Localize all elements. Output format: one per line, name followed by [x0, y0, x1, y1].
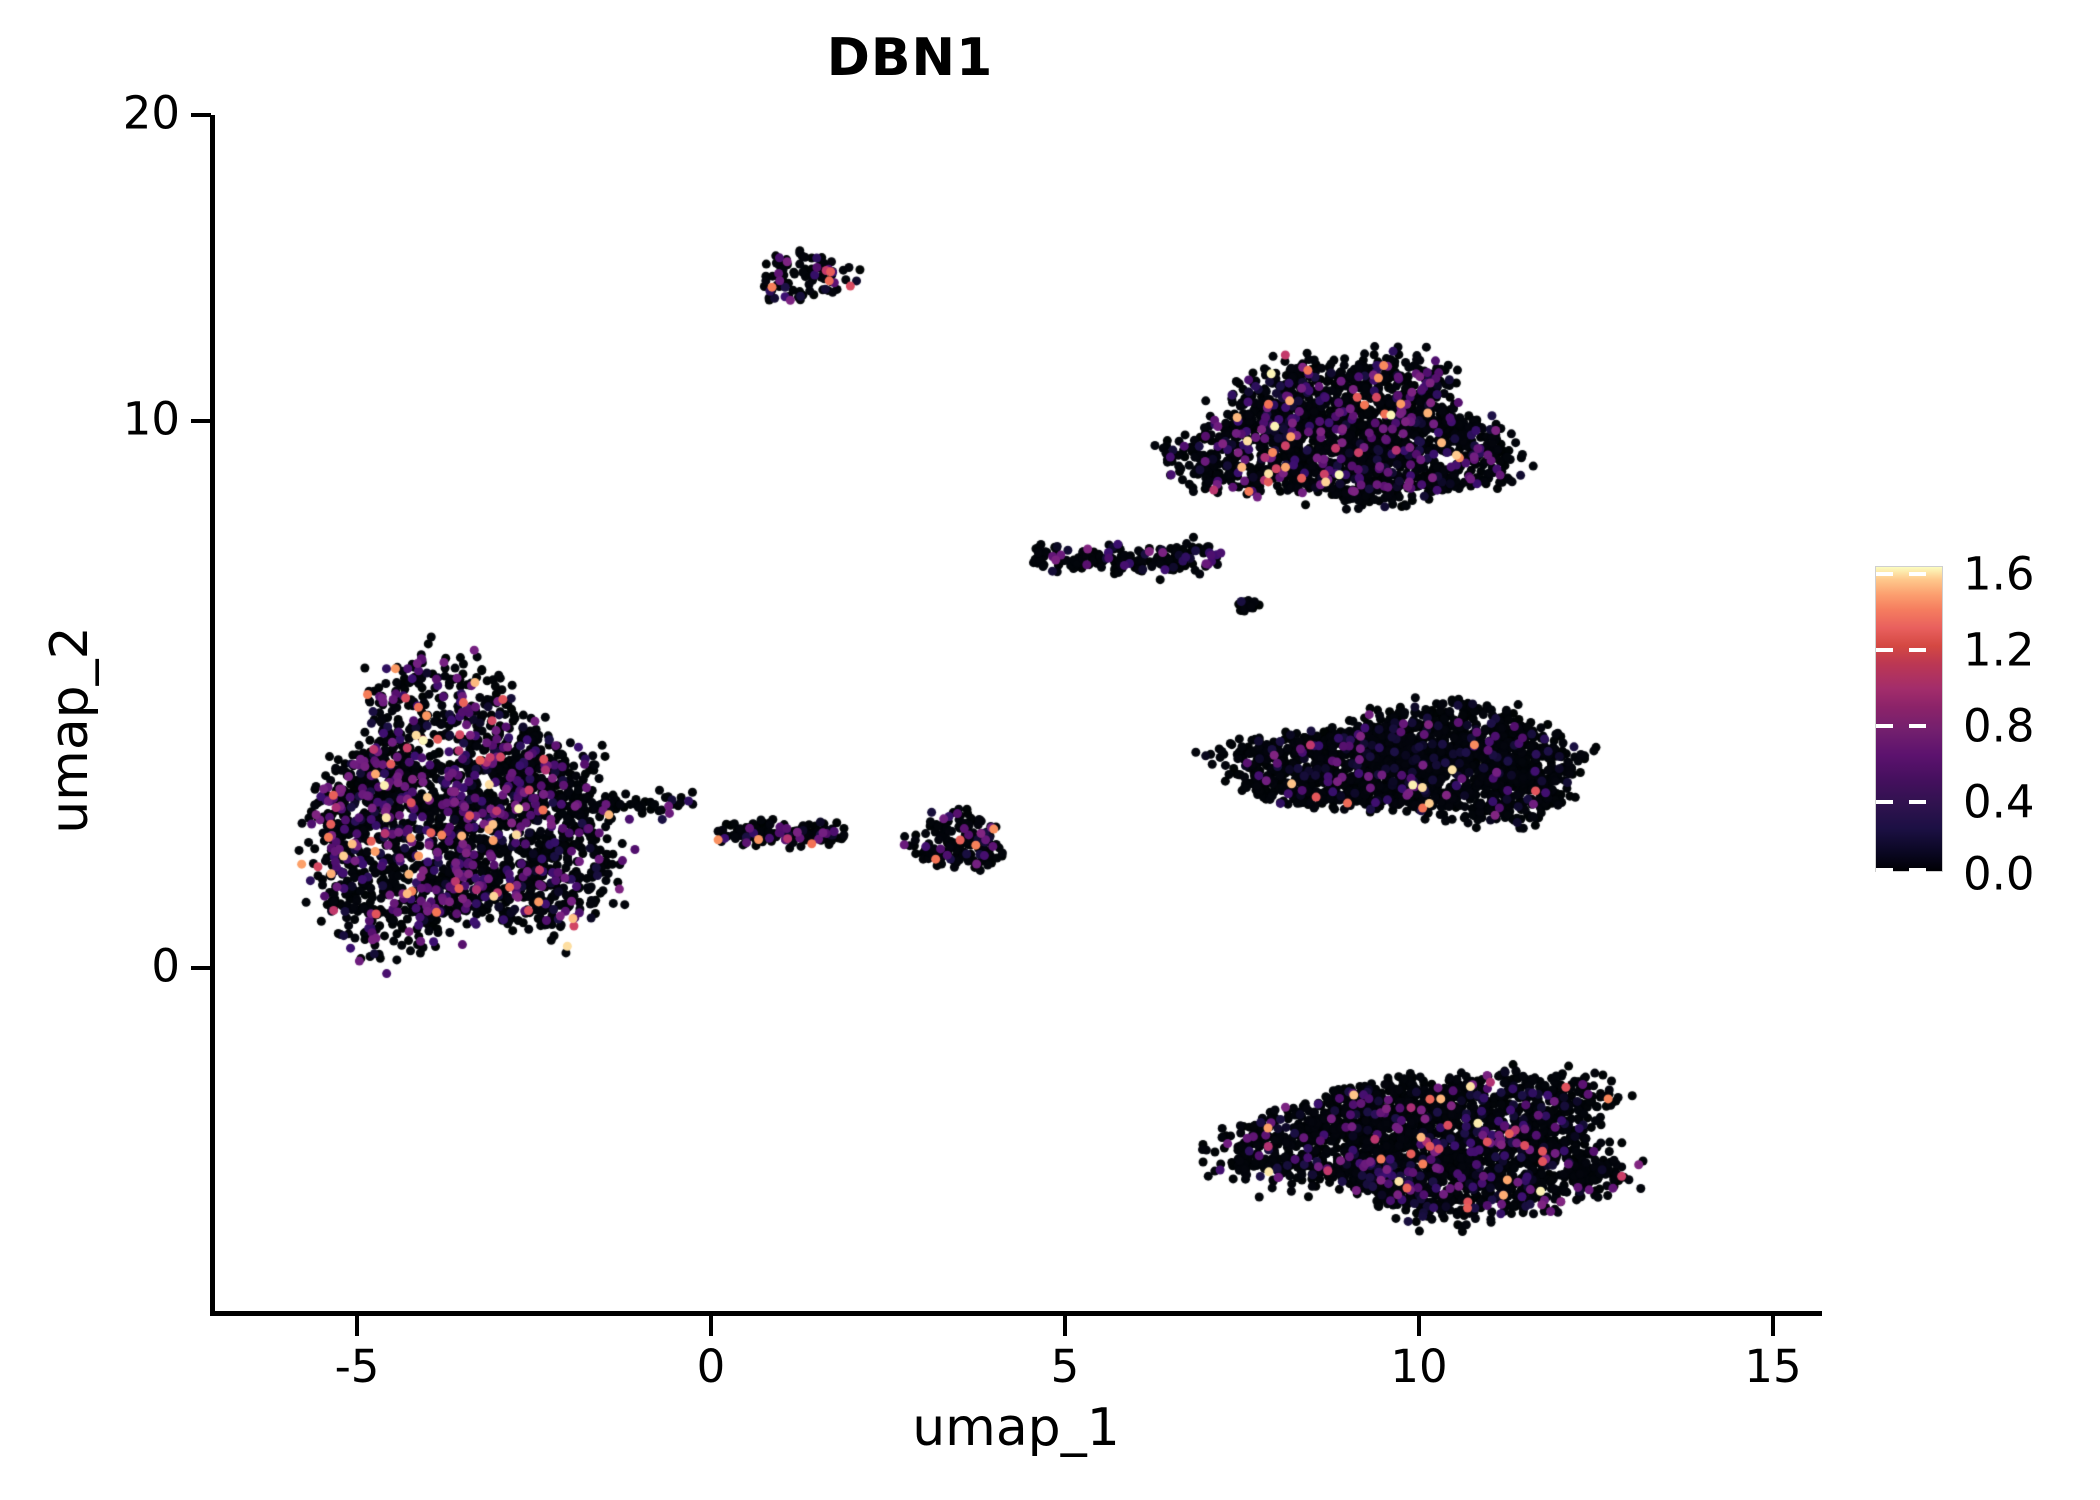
colorbar-label-0.0: 0.0: [1963, 847, 2035, 901]
y-axis-spine: [210, 115, 215, 1315]
x-tick-10: [1417, 1316, 1421, 1336]
colorbar-label-1.2: 1.2: [1963, 623, 2035, 677]
x-tick-label-minus5: -5: [334, 1340, 380, 1393]
colorbar-tick-1.6-left: [1876, 572, 1893, 576]
x-tick-label-0: 0: [696, 1340, 726, 1393]
x-tick-label-5: 5: [1050, 1340, 1080, 1393]
y-tick-20: [191, 113, 211, 117]
scatter-plot-canvas: [213, 115, 1823, 1312]
chart-title: DBN1: [826, 28, 994, 88]
colorbar-tick-0.8-right: [1909, 724, 1926, 728]
colorbar-tick-1.6-right: [1909, 572, 1926, 576]
y-axis-title: umap_2: [40, 626, 100, 834]
x-tick-5: [1063, 1316, 1067, 1336]
colorbar-tick-0.8-left: [1876, 724, 1893, 728]
colorbar-gradient: [1875, 566, 1943, 872]
colorbar-tick-0.0-right: [1909, 868, 1926, 872]
colorbar-tick-0.4-left: [1876, 800, 1893, 804]
y-tick-0: [191, 966, 211, 970]
y-tick-10: [191, 419, 211, 423]
y-tick-label-20: 20: [122, 86, 180, 140]
colorbar-label-1.6: 1.6: [1963, 547, 2035, 601]
y-tick-label-0: 0: [151, 939, 180, 993]
colorbar-label-0.4: 0.4: [1963, 775, 2035, 829]
x-axis-spine: [210, 1311, 1822, 1316]
colorbar-tick-0.4-right: [1909, 800, 1926, 804]
colorbar-label-0.8: 0.8: [1963, 699, 2035, 753]
y-tick-label-10: 10: [122, 392, 180, 446]
x-tick-label-15: 15: [1744, 1340, 1802, 1393]
x-tick-label-10: 10: [1390, 1340, 1448, 1393]
colorbar-tick-1.2-left: [1876, 648, 1893, 652]
x-tick-minus5: [355, 1316, 359, 1336]
x-tick-0: [709, 1316, 713, 1336]
x-tick-15: [1771, 1316, 1775, 1336]
x-axis-title: umap_1: [912, 1398, 1120, 1458]
colorbar-tick-1.2-right: [1909, 648, 1926, 652]
colorbar-tick-0.0-left: [1876, 868, 1893, 872]
